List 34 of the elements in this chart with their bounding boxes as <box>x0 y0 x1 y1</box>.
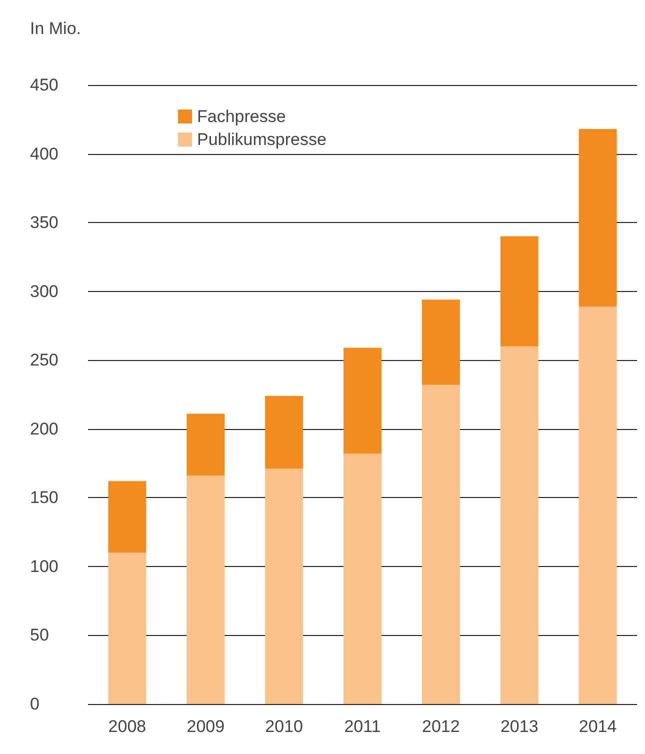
bar <box>500 346 538 704</box>
x-tick-label: 2008 <box>108 717 146 736</box>
x-tick-label: 2014 <box>578 717 617 736</box>
y-tick-label: 400 <box>30 144 58 164</box>
bar <box>578 129 617 306</box>
y-tick-label: 300 <box>30 282 58 301</box>
x-tick-label: 2011 <box>344 717 381 736</box>
legend-label: Publikumspresse <box>197 130 326 149</box>
legend-label: Fachpresse <box>197 107 286 126</box>
bar <box>265 396 304 469</box>
y-tick-label: 50 <box>30 626 49 645</box>
y-tick-label: 200 <box>30 419 58 438</box>
y-tick-label: 100 <box>30 556 58 576</box>
bar <box>265 468 304 704</box>
bar <box>344 348 382 454</box>
bar <box>186 476 225 704</box>
x-tick-label: 2009 <box>186 717 225 736</box>
bar <box>186 414 225 476</box>
x-tick-label: 2013 <box>500 717 538 736</box>
bar <box>108 481 146 553</box>
y-tick-label: 0 <box>30 694 40 714</box>
y-axis-title: In Mio. <box>30 19 82 38</box>
bar <box>108 552 146 704</box>
bar <box>344 454 382 704</box>
bar <box>500 236 538 346</box>
y-tick-label: 450 <box>30 76 58 94</box>
x-tick-label: 2012 <box>422 717 460 736</box>
y-tick-label: 250 <box>30 350 58 370</box>
y-tick-label: 350 <box>30 213 58 232</box>
bar <box>422 300 460 385</box>
bar <box>422 384 460 704</box>
x-tick-label: 2010 <box>265 717 303 736</box>
bar <box>578 306 617 704</box>
y-tick-label: 150 <box>30 488 58 508</box>
